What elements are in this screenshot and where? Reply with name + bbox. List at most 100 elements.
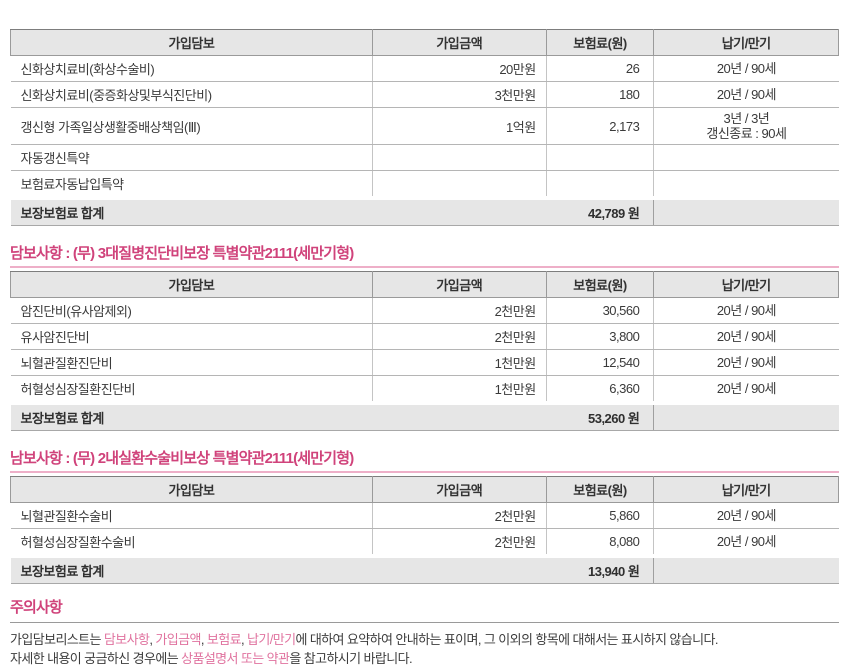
section-title-disease-diagnosis-rider: 담보사항 : (무) 3대질병진단비보장 특별약관2111(세만기형)	[10, 245, 354, 262]
premium-cell	[545, 144, 654, 171]
amount-cell	[371, 144, 547, 171]
header-row: 가입담보 가입금액 보험료(원) 납기/만기	[10, 476, 839, 503]
term-cell: 20년 / 90세	[653, 323, 839, 350]
total-empty-cell	[653, 401, 839, 431]
coverage-name-cell: 유사암진단비	[10, 323, 373, 350]
column-header-premium: 보험료(원)	[545, 476, 655, 503]
premium-cell: 180	[545, 81, 654, 108]
amount-cell: 2천만원	[371, 297, 547, 324]
total-label: 보장보험료 합계	[10, 401, 547, 431]
coverage-table-disease-surgery: 가입담보 가입금액 보험료(원) 납기/만기 뇌혈관질환수술비 2천만원 5,860…	[10, 476, 839, 584]
column-header-amount: 가입금액	[371, 476, 547, 503]
notice-line-1: 가입담보리스트는 담보사항, 가입금액, 보험료, 납기/만기에 대하여 요약하…	[10, 630, 839, 649]
column-header-amount: 가입금액	[371, 29, 547, 56]
header-row: 가입담보 가입금액 보험료(원) 납기/만기	[10, 271, 839, 298]
notice-text-segment: 을 참고하시기 바랍니다.	[289, 651, 412, 666]
notice-highlight: 보험료	[206, 632, 242, 647]
coverage-table-disease-diagnosis-body: 암진단비(유사암제외) 2천만원 30,560 20년 / 90세 유사암진단비 2천만원…	[10, 297, 839, 404]
coverage-name-cell: 허혈성심장질환수술비	[10, 528, 373, 557]
amount-cell: 20만원	[371, 55, 547, 82]
amount-cell	[371, 170, 547, 199]
table-row: 보험료자동납입특약	[10, 170, 839, 199]
coverage-name-cell: 뇌혈관질환진단비	[10, 349, 373, 376]
coverage-table-main: 가입담보 가입금액 보험료(원) 납기/만기 신화상치료비(화상수술비) 20만원…	[10, 29, 839, 226]
column-header-term: 납기/만기	[653, 476, 839, 503]
column-header-premium: 보험료(원)	[545, 271, 655, 298]
premium-cell: 8,080	[545, 528, 654, 557]
section-title-rule	[10, 266, 839, 268]
notice-line-2: 자세한 내용이 궁금하신 경우에는 상품설명서 또는 약관을 참고하시기 바랍니…	[10, 649, 839, 668]
term-cell: 20년 / 90세	[653, 81, 839, 108]
amount-cell: 3천만원	[371, 81, 547, 108]
notice-title: 주의사항	[10, 599, 63, 616]
coverage-name-cell: 자동갱신특약	[10, 144, 373, 171]
premium-cell: 2,173	[545, 107, 654, 145]
coverage-name-cell: 암진단비(유사암제외)	[10, 297, 373, 324]
table-row: 허혈성심장질환수술비 2천만원 8,080 20년 / 90세	[10, 528, 839, 557]
term-cell	[653, 144, 839, 171]
coverage-name-cell: 갱신형 가족일상생활중배상책임(Ⅲ)	[10, 107, 373, 145]
coverage-table-disease-surgery-body: 뇌혈관질환수술비 2천만원 5,860 20년 / 90세 허혈성심장질환수술비 2천만원…	[10, 502, 839, 557]
total-label: 보장보험료 합계	[10, 554, 547, 584]
premium-cell: 26	[545, 55, 654, 82]
total-label: 보장보험료 합계	[10, 196, 547, 226]
table-row: 뇌혈관질환진단비 1천만원 12,540 20년 / 90세	[10, 349, 839, 376]
column-header-coverage: 가입담보	[10, 271, 373, 298]
amount-cell: 2천만원	[371, 528, 547, 557]
term-cell: 20년 / 90세	[653, 375, 839, 404]
total-value: 42,789 원	[546, 196, 654, 226]
term-cell: 20년 / 90세	[653, 55, 839, 82]
total-row: 보장보험료 합계 13,940 원	[10, 554, 839, 584]
premium-cell: 30,560	[545, 297, 654, 324]
column-header-term: 납기/만기	[653, 29, 839, 56]
notice-text-segment: 자세한 내용이 궁금하신 경우에는	[10, 651, 182, 666]
column-header-premium: 보험료(원)	[545, 29, 655, 56]
notice-highlight: 가입금액	[155, 632, 201, 647]
premium-cell: 6,360	[545, 375, 654, 404]
notice-highlight: 상품설명서 또는 약관	[181, 651, 290, 666]
amount-cell: 2천만원	[371, 502, 547, 529]
term-cell	[653, 170, 839, 199]
column-header-term: 납기/만기	[653, 271, 839, 298]
coverage-table-disease-diagnosis: 가입담보 가입금액 보험료(원) 납기/만기 암진단비(유사암제외) 2천만원 30…	[10, 271, 839, 431]
notice-highlight: 납기/만기	[247, 632, 296, 647]
section-title-rule	[10, 471, 839, 473]
notice-section: 주의사항 가입담보리스트는 담보사항, 가입금액, 보험료, 납기/만기에 대하…	[10, 596, 839, 668]
term-cell: 3년 / 3년 갱신종료 : 90세	[653, 107, 839, 145]
total-row: 보장보험료 합계 53,260 원	[10, 401, 839, 431]
table-row: 신화상치료비(중증화상및부식진단비) 3천만원 180 20년 / 90세	[10, 81, 839, 108]
term-cell: 20년 / 90세	[653, 528, 839, 557]
coverage-name-cell: 허혈성심장질환진단비	[10, 375, 373, 404]
table-row: 유사암진단비 2천만원 3,800 20년 / 90세	[10, 323, 839, 350]
term-cell: 20년 / 90세	[653, 349, 839, 376]
column-header-coverage: 가입담보	[10, 476, 373, 503]
notice-title-rule	[10, 622, 839, 623]
coverage-name-cell: 신화상치료비(중증화상및부식진단비)	[10, 81, 373, 108]
term-cell: 20년 / 90세	[653, 297, 839, 324]
table-row: 자동갱신특약	[10, 144, 839, 171]
section-title-disease-surgery-rider: 남보사항 : (무) 2내실환수술비보상 특별약관2111(세만기형)	[10, 450, 354, 467]
coverage-name-cell: 신화상치료비(화상수술비)	[10, 55, 373, 82]
table-row: 뇌혈관질환수술비 2천만원 5,860 20년 / 90세	[10, 502, 839, 529]
total-row: 보장보험료 합계 42,789 원	[10, 196, 839, 226]
table-row: 신화상치료비(화상수술비) 20만원 26 20년 / 90세	[10, 55, 839, 82]
premium-cell: 3,800	[545, 323, 654, 350]
notice-text-segment: 가입담보리스트는	[10, 632, 104, 647]
coverage-name-cell: 보험료자동납입특약	[10, 170, 373, 199]
amount-cell: 1천만원	[371, 375, 547, 404]
coverage-name-cell: 뇌혈관질환수술비	[10, 502, 373, 529]
amount-cell: 1천만원	[371, 349, 547, 376]
premium-cell: 12,540	[545, 349, 654, 376]
total-value: 53,260 원	[546, 401, 654, 431]
column-header-amount: 가입금액	[371, 271, 547, 298]
table-row: 허혈성심장질환진단비 1천만원 6,360 20년 / 90세	[10, 375, 839, 404]
notice-highlight: 담보사항	[103, 632, 150, 647]
table-row: 암진단비(유사암제외) 2천만원 30,560 20년 / 90세	[10, 297, 839, 324]
total-empty-cell	[653, 554, 839, 584]
premium-cell: 5,860	[545, 502, 654, 529]
term-cell: 20년 / 90세	[653, 502, 839, 529]
amount-cell: 1억원	[371, 107, 547, 145]
total-value: 13,940 원	[546, 554, 654, 584]
premium-cell	[545, 170, 654, 199]
